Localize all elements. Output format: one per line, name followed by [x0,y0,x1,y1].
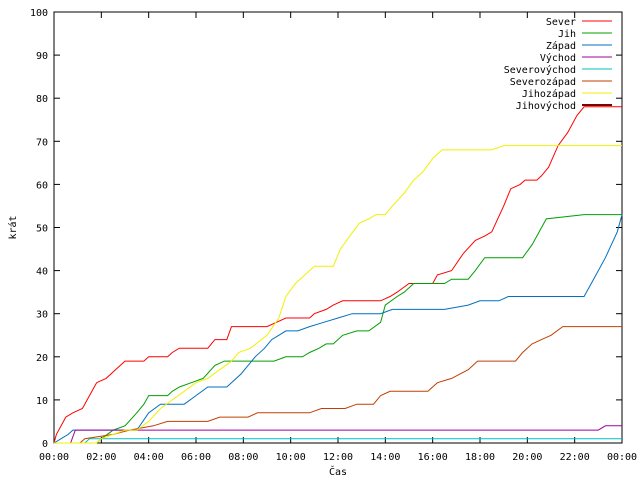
y-axis-ticks: 0 10 20 30 40 50 60 70 80 90 100 [30,8,622,450]
y-tick-label: 80 [36,94,48,105]
x-tick-label: 02:00 [86,452,116,463]
x-tick-label: 04:00 [134,452,164,463]
y-tick-label: 60 [36,180,48,191]
series-line-zapad [53,214,623,444]
legend-label-jihovychod: Jihovýchod [516,100,576,112]
x-tick-label: 10:00 [276,452,306,463]
x-tick-label: 18:00 [465,452,495,463]
x-axis-ticks: 00:00 02:00 04:00 06:00 08:00 10:00 12:00 14:00… [39,12,637,463]
legend-label-zapad: Západ [546,40,576,52]
x-tick-label: 12:00 [323,452,353,463]
legend-label-jih: Jih [558,29,576,40]
y-tick-label: 90 [36,51,48,62]
series-line-jihozapad [54,145,622,444]
y-tick-label: 50 [36,224,48,235]
x-tick-label: 22:00 [560,452,590,463]
y-tick-label: 70 [36,137,48,148]
series-line-jih [54,214,622,444]
y-tick-label: 20 [36,353,48,364]
x-tick-label: 00:00 [39,452,69,463]
x-tick-label: 08:00 [228,452,258,463]
legend-label-jihozapad: Jihozápad [522,88,576,100]
y-tick-label: 10 [36,396,48,407]
legend: SeverJihZápadVýchodSeverovýchodSeverozáp… [504,17,612,112]
x-tick-label: 16:00 [418,452,448,463]
legend-label-sever: Sever [546,17,576,28]
legend-label-severovychod: Severovýchod [504,64,576,76]
y-tick-label: 30 [36,310,48,321]
x-tick-label: 00:00 [607,452,637,463]
series-line-severozapad [54,326,622,444]
x-tick-label: 14:00 [370,452,400,463]
legend-label-vychod: Východ [540,52,576,64]
y-tick-label: 0 [42,439,48,450]
x-tick-label: 20:00 [512,452,542,463]
x-axis-label: Čas [329,465,347,478]
legend-label-severozapad: Severozápad [510,76,576,88]
y-tick-label: 100 [30,8,48,19]
y-tick-label: 40 [36,267,48,278]
series-line-sever [53,106,622,444]
x-tick-label: 06:00 [181,452,211,463]
series-lines [53,106,623,444]
y-axis-label: krát [7,215,19,239]
